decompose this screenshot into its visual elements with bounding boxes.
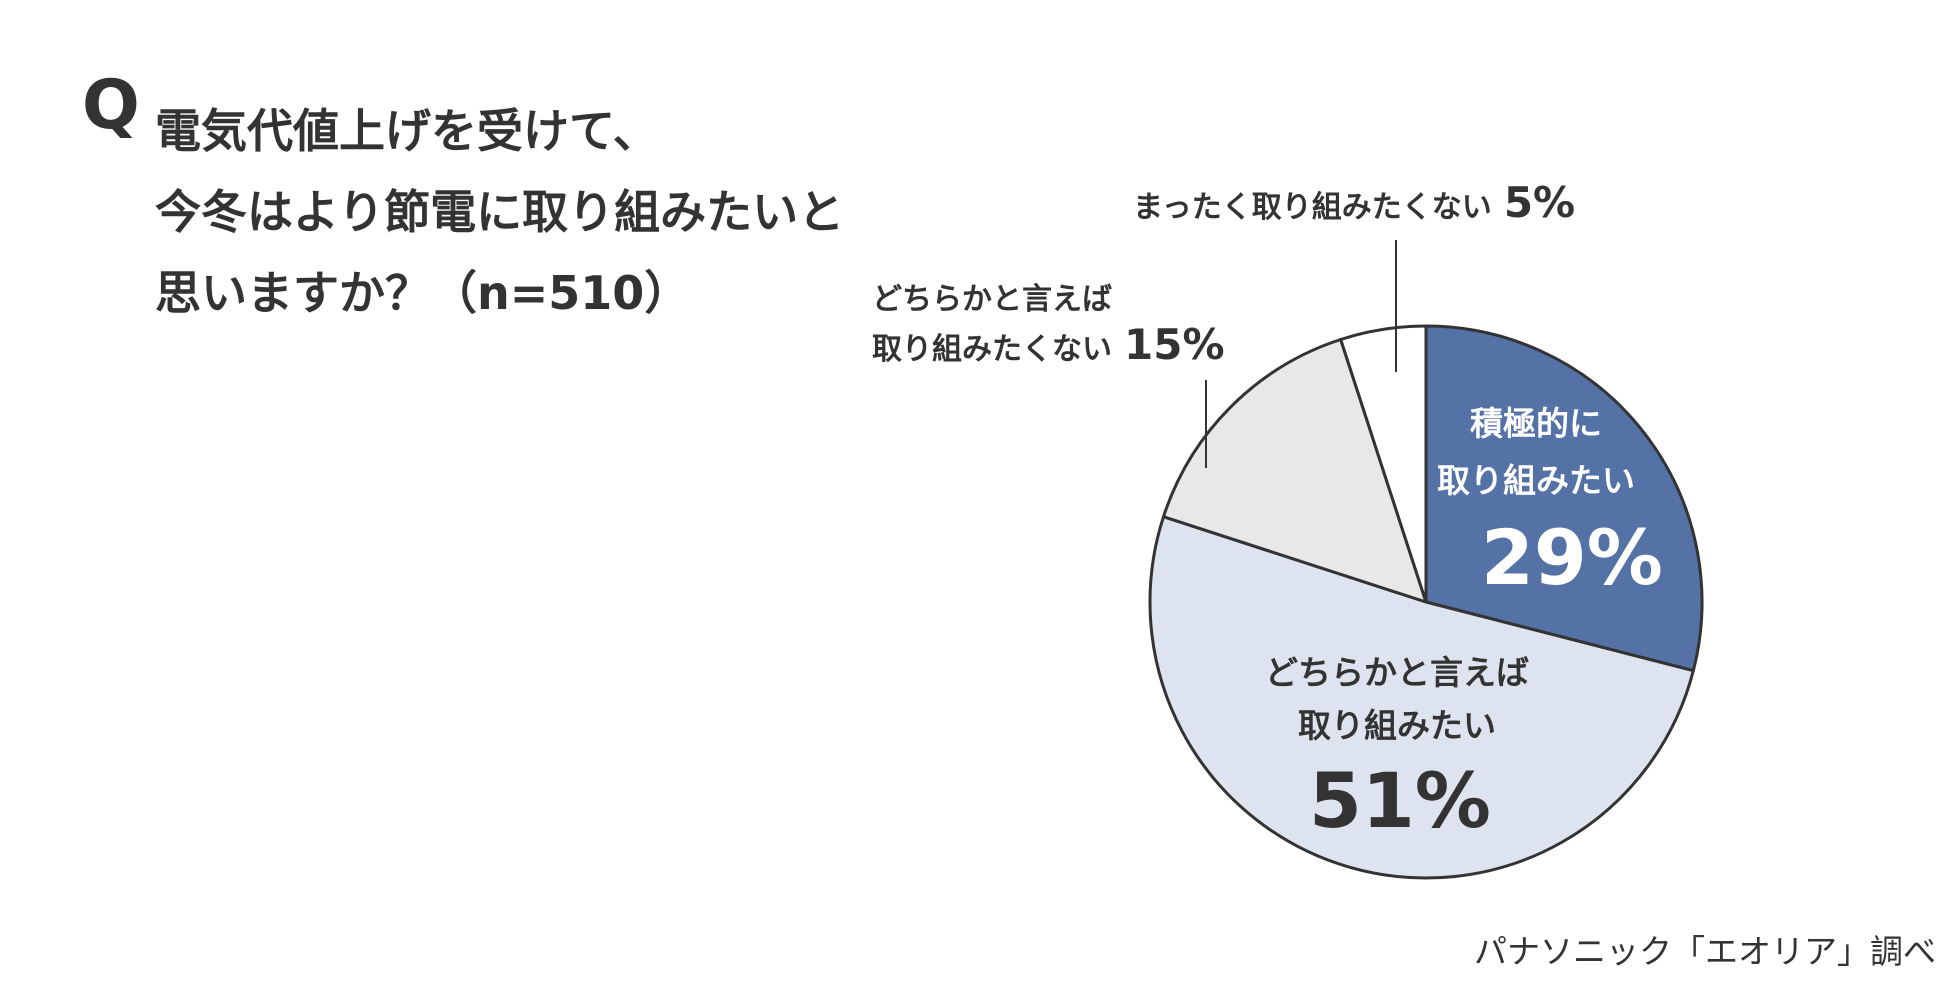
slice-4-label-line-1: まったく取り組みたくない 5% xyxy=(1133,178,1575,227)
question-text: 電気代値上げを受けて、 今冬はより節電に取り組みたいと 思いますか？（n=510… xyxy=(155,108,844,351)
slice-3-value-label: 15% xyxy=(1124,320,1225,369)
slice-1-label-line-1: 積極的に xyxy=(1470,404,1602,443)
slice-2-label-line-2: 取り組みたい xyxy=(1298,706,1496,745)
slice-2-label-line-1: どちらかと言えば xyxy=(1265,653,1529,692)
slice-1-value-label: 29% xyxy=(1481,513,1663,602)
pie-slice-1 xyxy=(1424,324,1704,673)
slice-3-label-line-2: 取り組みたくない 15% xyxy=(872,320,1225,369)
pie-slice-4 xyxy=(1339,324,1428,604)
pie-slice-2 xyxy=(1148,515,1695,880)
source-note: パナソニック「エオリア」調べ xyxy=(1474,932,1936,971)
question-line-2: 今冬はより節電に取り組みたいと xyxy=(155,185,845,239)
question-line-1: 電気代値上げを受けて、 xyxy=(155,104,659,158)
pie-slice-3 xyxy=(1162,338,1428,604)
question-mark: Q xyxy=(82,66,140,145)
slice-2-value-label: 51% xyxy=(1309,756,1491,845)
question-line-3: 思いますか？（n=510） xyxy=(155,266,691,320)
slice-3-label-line-1: どちらかと言えば xyxy=(872,282,1112,317)
slice-1-label-line-2: 取り組みたい xyxy=(1437,461,1635,500)
slice-4-value-label: 5% xyxy=(1504,178,1575,227)
